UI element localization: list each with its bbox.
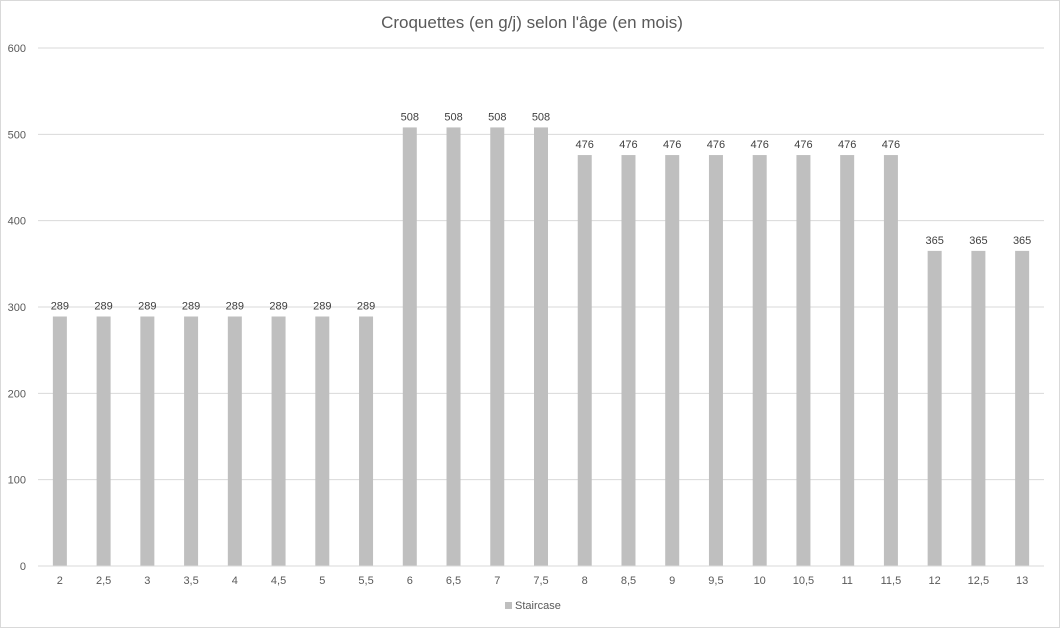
- legend-swatch-staircase: [505, 602, 512, 609]
- bar-3,5: [184, 316, 199, 566]
- bar-2,5: [96, 316, 111, 566]
- data-label-11,5: 476: [882, 139, 900, 151]
- data-label-3: 289: [138, 300, 156, 312]
- y-tick-label-200: 200: [8, 388, 26, 400]
- data-label-10: 476: [751, 139, 769, 151]
- bars: [52, 127, 1030, 566]
- data-label-5: 289: [313, 300, 331, 312]
- bar-8: [577, 155, 592, 566]
- bar-6,5: [446, 127, 461, 566]
- x-tick-label-2: 2: [57, 575, 63, 587]
- x-tick-label-11: 11: [841, 575, 852, 587]
- bar-4,5: [271, 316, 286, 566]
- x-tick-label-4: 4: [232, 575, 238, 587]
- data-label-5,5: 289: [357, 300, 375, 312]
- bar-10,5: [796, 155, 811, 566]
- y-tick-label-500: 500: [8, 129, 26, 141]
- x-tick-label-9: 9: [669, 575, 675, 587]
- x-tick-label-5,5: 5,5: [358, 575, 373, 587]
- data-label-12: 365: [925, 235, 943, 247]
- data-label-4,5: 289: [269, 300, 287, 312]
- data-label-11: 476: [838, 139, 856, 151]
- data-label-2,5: 289: [94, 300, 112, 312]
- legend: Staircase: [505, 600, 561, 612]
- bar-2: [52, 316, 67, 566]
- x-tick-label-3: 3: [144, 575, 150, 587]
- x-tick-label-11,5: 11,5: [881, 575, 902, 587]
- x-tick-label-7: 7: [494, 575, 500, 587]
- data-label-7,5: 508: [532, 111, 550, 123]
- data-label-13: 365: [1013, 235, 1031, 247]
- bar-5,5: [359, 316, 374, 566]
- bar-7: [490, 127, 505, 566]
- data-label-12,5: 365: [969, 235, 987, 247]
- bar-13: [1015, 250, 1030, 566]
- bar-5: [315, 316, 330, 566]
- bar-12: [927, 250, 942, 566]
- x-tick-label-2,5: 2,5: [96, 575, 111, 587]
- bar-11,5: [883, 155, 898, 566]
- x-tick-label-4,5: 4,5: [271, 575, 286, 587]
- bar-10: [752, 155, 767, 566]
- bar-4: [227, 316, 242, 566]
- legend-label-staircase: Staircase: [515, 600, 561, 612]
- data-label-4: 289: [226, 300, 244, 312]
- data-label-2: 289: [51, 300, 69, 312]
- bar-6: [402, 127, 417, 566]
- bar-11: [840, 155, 855, 566]
- data-label-8: 476: [576, 139, 594, 151]
- x-axis: 2 2,5 3 3,5 4 4,5 5 5,5 6 6,5 7 7,5 8 8,5 9 9,5 10 10,5 11…: [38, 565, 1044, 587]
- data-label-3,5: 289: [182, 300, 200, 312]
- bar-12,5: [971, 250, 986, 566]
- x-tick-label-6,5: 6,5: [446, 575, 461, 587]
- y-tick-label-400: 400: [8, 216, 26, 228]
- data-label-10,5: 476: [794, 139, 812, 151]
- bar-7,5: [534, 127, 548, 566]
- data-labels: 289 289 289 289 289 289 289 289 508 508 508 508 476 4…: [51, 111, 1032, 312]
- bar-9: [665, 155, 680, 566]
- x-tick-label-12,5: 12,5: [968, 575, 989, 587]
- x-tick-label-8,5: 8,5: [621, 575, 636, 587]
- y-tick-label-600: 600: [8, 43, 26, 55]
- bar-3: [140, 316, 155, 566]
- x-tick-label-8: 8: [582, 575, 588, 587]
- x-tick-label-5: 5: [319, 575, 325, 587]
- bar-8,5: [621, 155, 636, 566]
- x-tick-label-10,5: 10,5: [793, 575, 814, 587]
- x-tick-label-10: 10: [754, 575, 766, 587]
- x-tick-label-3,5: 3,5: [183, 575, 198, 587]
- chart-title: Croquettes (en g/j) selon l'âge (en mois…: [381, 13, 683, 32]
- data-label-7: 508: [488, 111, 506, 123]
- x-tick-label-12: 12: [929, 575, 941, 587]
- x-tick-label-9,5: 9,5: [708, 575, 723, 587]
- y-tick-label-300: 300: [8, 302, 26, 314]
- y-tick-label-0: 0: [20, 561, 26, 573]
- x-tick-label-7,5: 7,5: [533, 575, 548, 587]
- data-label-9,5: 476: [707, 139, 725, 151]
- x-tick-label-13: 13: [1016, 575, 1028, 587]
- x-tick-label-6: 6: [407, 575, 413, 587]
- data-label-6,5: 508: [444, 111, 462, 123]
- y-axis: 0 100 200 300 400 500 600: [8, 43, 26, 573]
- data-label-9: 476: [663, 139, 681, 151]
- bar-9,5: [708, 155, 723, 566]
- data-label-8,5: 476: [619, 139, 637, 151]
- data-label-6: 508: [401, 111, 419, 123]
- y-tick-label-100: 100: [8, 475, 26, 487]
